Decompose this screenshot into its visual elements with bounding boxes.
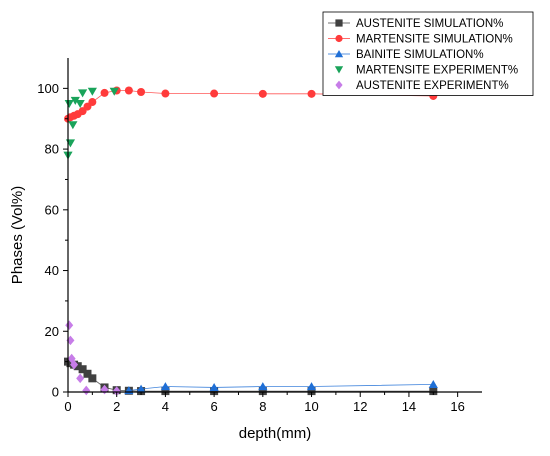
data-point-austenite-experiment xyxy=(82,385,91,396)
data-point-austenite-simulation xyxy=(210,387,219,396)
data-point-martensite-simulation xyxy=(124,86,133,95)
series-austenite-simulation xyxy=(64,357,438,396)
data-point-martensite-experiment xyxy=(109,87,119,96)
y-tick-label: 100 xyxy=(37,81,59,96)
x-tick-label: 12 xyxy=(353,399,367,414)
data-point-martensite-simulation xyxy=(88,98,97,107)
x-tick-label: 16 xyxy=(450,399,464,414)
plot-area xyxy=(63,86,438,396)
x-tick-label: 0 xyxy=(64,399,71,414)
series-austenite-experiment xyxy=(65,320,121,396)
axes: 0 2 4 6 8 10 12 14 16 0 20 40 60 80 100 xyxy=(37,58,482,414)
series-martensite-simulation xyxy=(64,86,438,123)
data-point-martensite-simulation xyxy=(100,88,109,97)
y-tick-label: 40 xyxy=(45,263,59,278)
data-point-austenite-simulation xyxy=(83,369,92,378)
legend-marker xyxy=(335,80,343,90)
x-tick-label: 10 xyxy=(304,399,318,414)
legend-marker xyxy=(335,19,343,27)
data-point-austenite-simulation xyxy=(73,362,82,371)
data-point-bainite-simulation xyxy=(258,382,268,391)
x-tick-label: 4 xyxy=(162,399,169,414)
legend-label: AUSTENITE EXPERIMENT% xyxy=(356,80,509,92)
data-point-austenite-simulation xyxy=(88,374,97,383)
data-point-bainite-simulation xyxy=(136,384,146,393)
series-bainite-simulation xyxy=(124,380,438,395)
data-point-bainite-simulation xyxy=(209,383,219,392)
x-tick-label: 8 xyxy=(259,399,266,414)
series-martensite-experiment xyxy=(63,87,119,160)
data-point-austenite-experiment xyxy=(65,320,74,330)
data-point-austenite-simulation xyxy=(258,387,267,396)
legend-marker xyxy=(335,34,343,43)
data-point-austenite-simulation xyxy=(78,365,87,374)
y-axis-title: Phases (Vol%) xyxy=(9,186,26,284)
legend-marker xyxy=(334,50,344,58)
data-point-martensite-simulation xyxy=(258,89,267,98)
data-point-martensite-simulation xyxy=(307,89,316,98)
data-point-austenite-simulation xyxy=(307,387,316,396)
data-point-austenite-experiment xyxy=(70,359,79,370)
series-line-bainite-simulation xyxy=(128,384,434,391)
x-tick-label: 14 xyxy=(402,399,416,414)
data-point-austenite-simulation xyxy=(429,387,438,396)
data-point-martensite-experiment xyxy=(87,87,97,96)
x-axis-title: depth(mm) xyxy=(239,425,312,442)
y-tick-label: 0 xyxy=(52,385,59,400)
data-point-bainite-simulation xyxy=(428,380,438,389)
data-point-austenite-experiment xyxy=(112,386,121,396)
data-point-bainite-simulation xyxy=(306,382,317,391)
data-point-martensite-experiment xyxy=(70,96,80,105)
data-point-martensite-experiment xyxy=(65,139,76,148)
x-tick-label: 6 xyxy=(211,399,218,414)
data-point-austenite-experiment xyxy=(76,373,85,384)
legend-label: AUSTENITE SIMULATION% xyxy=(356,18,503,30)
y-tick-label: 80 xyxy=(45,142,59,157)
legend: AUSTENITE SIMULATION% MARTENSITE SIMULATI… xyxy=(322,11,534,96)
legend-label: BAINITE SIMULATION% xyxy=(356,49,484,61)
y-tick-label: 60 xyxy=(45,202,59,217)
data-point-austenite-simulation xyxy=(161,387,170,396)
y-tick-label: 20 xyxy=(45,324,59,339)
data-point-martensite-simulation xyxy=(161,89,170,98)
x-tick-label: 2 xyxy=(113,399,120,414)
legend-box xyxy=(322,11,534,96)
data-point-martensite-experiment xyxy=(75,99,85,108)
legend-label: MARTENSITE EXPERIMENT% xyxy=(356,65,518,77)
data-point-martensite-simulation xyxy=(210,89,219,98)
legend-marker xyxy=(334,66,344,74)
data-point-martensite-experiment xyxy=(78,89,88,98)
legend-label: MARTENSITE SIMULATION% xyxy=(356,34,513,46)
data-point-martensite-experiment xyxy=(68,121,78,130)
data-point-bainite-simulation xyxy=(160,382,171,391)
data-point-martensite-experiment xyxy=(64,99,74,108)
data-point-martensite-simulation xyxy=(137,88,146,97)
